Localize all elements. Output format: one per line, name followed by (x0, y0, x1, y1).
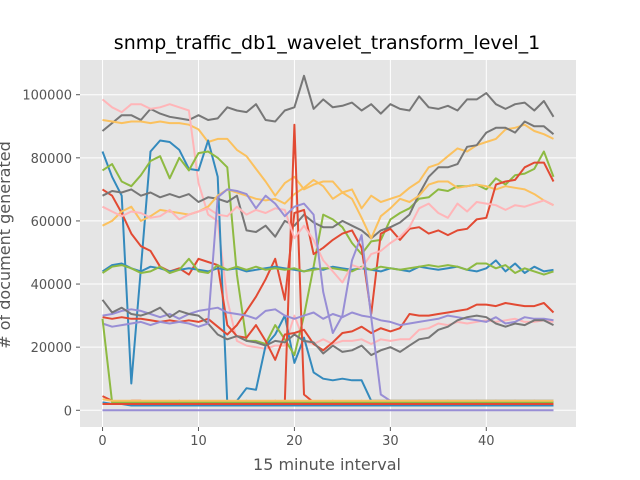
series-line-6 (101, 188, 555, 361)
series-line-19 (102, 398, 554, 402)
x-tick-label: 0 (98, 434, 106, 449)
x-tick-label: 40 (478, 434, 495, 449)
series-line-1 (101, 74, 555, 132)
axis-ticks: 0 10 20 30 40 0 20000 40000 60000 80000 100000 (22, 89, 494, 449)
y-tick-label: 100000 (22, 89, 72, 104)
x-tick-label: 10 (190, 434, 207, 449)
y-tick-label: 40000 (31, 278, 72, 293)
series-line-15 (102, 199, 554, 284)
x-axis-title: 15 minute interval (253, 455, 401, 474)
series-line-17 (102, 401, 554, 407)
y-tick-label: 20000 (31, 341, 72, 356)
series-line-7 (102, 120, 555, 240)
series-line-18 (101, 318, 554, 404)
x-tick-label: 20 (286, 434, 303, 449)
y-tick-label: 0 (64, 404, 72, 419)
y-tick-label: 60000 (31, 215, 72, 230)
grid (80, 60, 576, 427)
chart-title: snmp_traffic_db1_wavelet_transform_level… (114, 32, 540, 54)
series-line-14 (101, 299, 554, 357)
series-line-8 (102, 178, 554, 240)
series-line-12 (101, 257, 554, 276)
series-line-3 (101, 98, 554, 350)
y-axis-title: # of document generated (0, 141, 14, 348)
series-lines (101, 74, 555, 412)
y-tick-label: 80000 (31, 152, 72, 167)
x-tick-label: 30 (382, 434, 399, 449)
